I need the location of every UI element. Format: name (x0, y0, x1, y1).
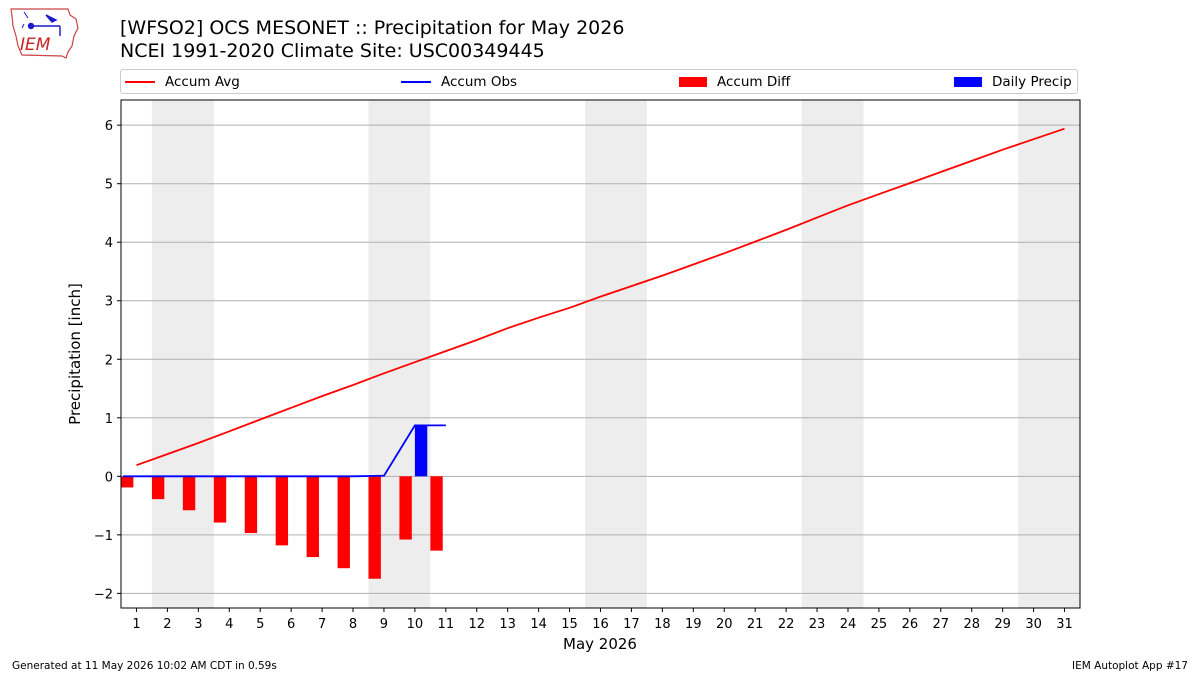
accum-diff-bar (182, 476, 196, 511)
x-tick-label: 7 (318, 617, 326, 632)
daily-precip-bar (414, 425, 428, 477)
y-tick-label: 0 (105, 470, 113, 485)
x-tick-label: 9 (380, 617, 388, 632)
x-tick-label: 15 (561, 617, 578, 632)
logo-text: IEM (20, 35, 51, 55)
accum-diff-bar (430, 476, 443, 551)
x-tick-label: 30 (1025, 617, 1042, 632)
legend-item-accum-obs: Accum Obs (401, 70, 517, 93)
x-tick-label: 27 (933, 617, 950, 632)
legend-swatch-accum-diff (679, 76, 707, 87)
accum-diff-bar (399, 476, 412, 540)
y-axis-label: Precipitation [inch] (66, 283, 84, 425)
y-tick-label: 3 (105, 295, 113, 310)
x-tick-label: 25 (871, 617, 888, 632)
accum-diff-bar (306, 476, 319, 558)
generated-timestamp: Generated at 11 May 2026 10:02 AM CDT in… (12, 660, 277, 672)
accum-diff-bar (151, 476, 165, 500)
y-tick-label: 1 (105, 412, 113, 427)
x-tick-label: 13 (499, 617, 516, 632)
x-tick-label: 2 (163, 617, 171, 632)
x-tick-label: 20 (716, 617, 733, 632)
accum-diff-bar (337, 476, 350, 569)
accum-diff-bar (121, 476, 134, 488)
weekend-band (585, 100, 647, 608)
accum-diff-bar (244, 476, 258, 534)
x-tick-label: 6 (287, 617, 295, 632)
accum-diff-bar (368, 476, 381, 579)
x-tick-label: 23 (809, 617, 826, 632)
y-tick-label: −1 (94, 529, 113, 544)
legend-item-accum-diff: Accum Diff (679, 70, 790, 93)
x-tick-label: 17 (623, 617, 640, 632)
x-tick-label: 10 (407, 617, 424, 632)
x-tick-label: 28 (963, 617, 980, 632)
x-tick-label: 21 (747, 617, 764, 632)
legend-item-accum-avg: Accum Avg (125, 70, 240, 93)
legend-label: Daily Precip (992, 73, 1072, 90)
legend-item-daily-precip: Daily Precip (954, 70, 1072, 93)
chart-title: [WFSO2] OCS MESONET :: Precipitation for… (120, 17, 625, 39)
line-series (123, 127, 1065, 478)
x-tick-label: 8 (349, 617, 357, 632)
bar-series (121, 425, 443, 579)
weather-station-icon (21, 11, 61, 36)
x-tick-label: 12 (468, 617, 485, 632)
x-tick-label: 26 (902, 617, 919, 632)
legend-label: Accum Obs (441, 73, 518, 90)
y-tick-label: −2 (94, 587, 113, 602)
legend-swatch-accum-obs (401, 80, 431, 83)
legend-swatch-daily-precip (954, 76, 982, 87)
x-tick-label: 22 (778, 617, 795, 632)
x-tick-label: 19 (685, 617, 702, 632)
weekend-band (151, 100, 214, 608)
x-tick-label: 24 (840, 617, 857, 632)
accum-avg-line (136, 127, 1065, 467)
y-tick-label: 4 (105, 236, 113, 251)
x-tick-label: 5 (256, 617, 264, 632)
accum-diff-bar (213, 476, 227, 523)
legend: Accum Avg Accum Obs Accum Diff Daily Pre… (120, 69, 1078, 94)
x-tick-label: 3 (194, 617, 202, 632)
x-tick-label: 4 (225, 617, 233, 632)
x-tick-label: 11 (438, 617, 455, 632)
app-label: IEM Autoplot App #17 (1072, 660, 1188, 672)
chart-subtitle: NCEI 1991-2020 Climate Site: USC00349445 (120, 40, 545, 62)
x-tick-label: 31 (1056, 617, 1073, 632)
legend-label: Accum Avg (165, 73, 240, 90)
iem-logo: IEM (10, 8, 79, 59)
x-tick-label: 14 (530, 617, 547, 632)
accum-diff-bar (275, 476, 289, 546)
x-tick-label: 1 (132, 617, 140, 632)
x-axis-label: May 2026 (563, 635, 637, 653)
x-tick-label: 16 (592, 617, 609, 632)
y-tick-label: 2 (105, 353, 113, 368)
weekend-band (1018, 100, 1080, 608)
x-tick-label: 29 (994, 617, 1011, 632)
weekend-band (801, 100, 864, 608)
legend-swatch-accum-avg (125, 80, 155, 83)
y-tick-label: 5 (105, 178, 113, 193)
weekend-bands (151, 100, 1080, 608)
y-tick-label: 6 (105, 119, 113, 134)
accum-obs-line (123, 424, 446, 478)
iowa-state-outline (10, 8, 79, 59)
legend-label: Accum Diff (717, 73, 791, 90)
x-tick-label: 18 (654, 617, 671, 632)
